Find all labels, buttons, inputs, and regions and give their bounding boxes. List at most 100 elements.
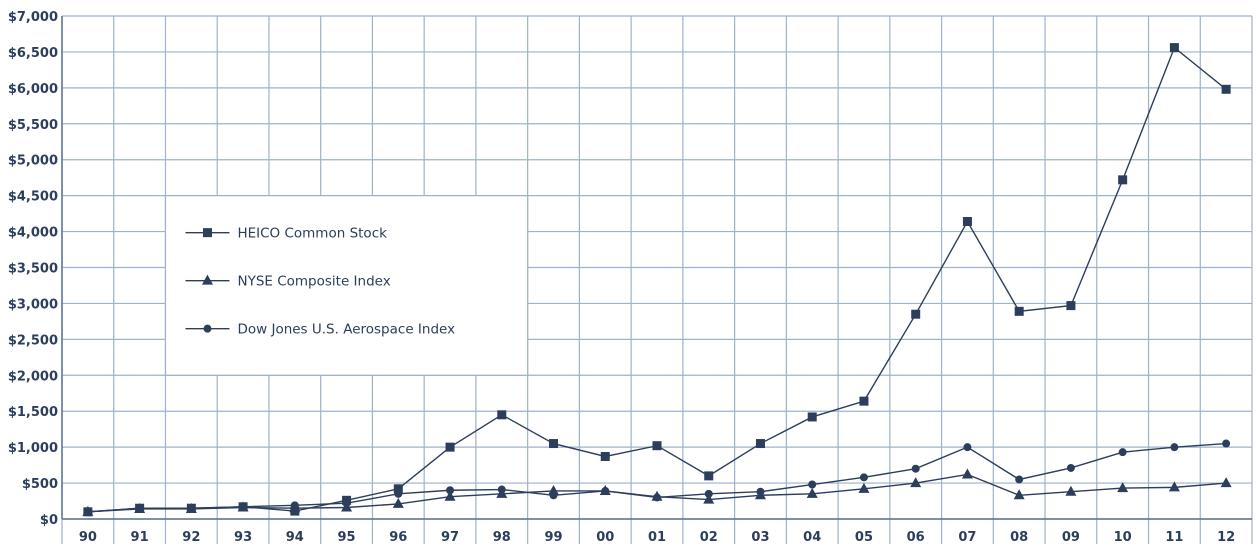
data-point <box>1169 43 1179 53</box>
x-tick-label: 96 <box>389 530 407 545</box>
data-point <box>1117 482 1129 493</box>
series-dow-jones-u-s-aerospace-index <box>83 439 1231 516</box>
data-point <box>342 499 351 508</box>
y-tick-label: $5,500 <box>8 118 58 133</box>
legend-item: Dow Jones U.S. Aerospace Index <box>185 322 455 338</box>
y-tick-label: $0 <box>40 513 58 528</box>
x-axis-ticks: 90 91 92 93 94 95 96 97 98 99 00 01 02 03 04 05 06 07 08 09… <box>79 530 1235 545</box>
data-point <box>1118 175 1128 185</box>
data-point <box>859 396 869 406</box>
data-point <box>1221 84 1231 94</box>
data-point <box>497 485 506 494</box>
y-tick-label: $4,000 <box>8 226 58 241</box>
data-point <box>962 217 972 227</box>
data-point <box>911 309 921 319</box>
data-point <box>807 412 817 422</box>
data-point <box>1066 463 1075 472</box>
data-point <box>392 497 404 508</box>
y-tick-label: $500 <box>22 477 58 492</box>
x-tick-label: 97 <box>441 530 459 545</box>
series-lines <box>82 43 1232 517</box>
legend-label: Dow Jones U.S. Aerospace Index <box>237 322 455 338</box>
legend-label: HEICO Common Stock <box>237 226 387 242</box>
x-tick-label: 10 <box>1114 530 1132 545</box>
data-point <box>549 439 559 449</box>
data-point <box>600 451 610 461</box>
legend-marker <box>203 324 212 333</box>
x-tick-label: 92 <box>182 530 200 545</box>
y-tick-label: $3,000 <box>8 297 58 312</box>
y-tick-label: $1,500 <box>8 405 58 420</box>
y-tick-label: $1,000 <box>8 441 58 456</box>
data-point <box>393 484 403 494</box>
data-point <box>1015 475 1024 484</box>
x-tick-label: 02 <box>700 530 718 545</box>
data-point <box>497 410 507 420</box>
y-tick-label: $2,500 <box>8 333 58 348</box>
y-tick-label: $7,000 <box>8 10 58 25</box>
legend-marker <box>202 228 212 238</box>
data-point <box>187 504 196 513</box>
data-point <box>704 489 713 498</box>
data-point <box>1014 306 1024 316</box>
data-point <box>961 468 973 479</box>
data-point <box>755 439 765 449</box>
legend-marker <box>201 274 213 285</box>
x-tick-label: 98 <box>493 530 511 545</box>
legend: HEICO Common Stock NYSE Composite Index Do… <box>164 195 529 376</box>
data-point <box>394 489 403 498</box>
y-tick-label: $3,500 <box>8 262 58 277</box>
series-line <box>87 442 1227 513</box>
data-point <box>135 504 144 513</box>
data-point <box>859 473 868 482</box>
x-tick-label: 01 <box>648 530 666 545</box>
data-point <box>1222 439 1231 448</box>
x-tick-label: 93 <box>234 530 252 545</box>
data-point <box>1170 443 1179 452</box>
legend-box <box>164 195 529 376</box>
data-point <box>653 493 661 502</box>
y-axis-ticks: $0 $500 $1,000 $1,500 $2,000 $2,500 $3,000 $3,5… <box>8 10 58 528</box>
data-point <box>1066 301 1076 311</box>
x-tick-label: 95 <box>338 530 356 545</box>
x-tick-label: 06 <box>907 530 925 545</box>
data-point <box>858 482 870 493</box>
x-tick-label: 03 <box>751 530 769 545</box>
x-tick-label: 07 <box>958 530 976 545</box>
data-point <box>911 464 920 473</box>
x-tick-label: 00 <box>596 530 614 545</box>
x-tick-label: 05 <box>855 530 873 545</box>
legend-item: NYSE Composite Index <box>185 274 391 290</box>
data-point <box>1118 448 1127 457</box>
data-point <box>290 501 299 510</box>
data-point <box>963 443 972 452</box>
y-tick-label: $5,000 <box>8 154 58 169</box>
data-point <box>444 490 456 501</box>
x-tick-label: 94 <box>286 530 304 545</box>
data-point <box>446 486 455 495</box>
x-tick-label: 09 <box>1062 530 1080 545</box>
x-tick-label: 12 <box>1217 530 1235 545</box>
data-point <box>445 442 455 452</box>
x-tick-label: 90 <box>79 530 97 545</box>
legend-label: NYSE Composite Index <box>237 274 390 290</box>
data-point <box>1013 489 1025 500</box>
data-point <box>808 480 817 489</box>
x-tick-label: 91 <box>131 530 149 545</box>
x-tick-label: 11 <box>1165 530 1183 545</box>
data-point <box>910 477 922 488</box>
data-point <box>1168 481 1180 492</box>
x-tick-label: 08 <box>1010 530 1028 545</box>
x-tick-label: 99 <box>544 530 562 545</box>
data-point <box>1065 485 1077 496</box>
series-heico-common-stock <box>83 43 1231 517</box>
y-tick-label: $6,000 <box>8 82 58 97</box>
data-point <box>704 471 714 481</box>
data-point <box>83 507 92 516</box>
legend-item: HEICO Common Stock <box>185 226 387 242</box>
data-point <box>806 487 818 498</box>
data-point <box>652 441 662 451</box>
y-tick-label: $4,500 <box>8 190 58 205</box>
x-tick-label: 04 <box>803 530 821 545</box>
